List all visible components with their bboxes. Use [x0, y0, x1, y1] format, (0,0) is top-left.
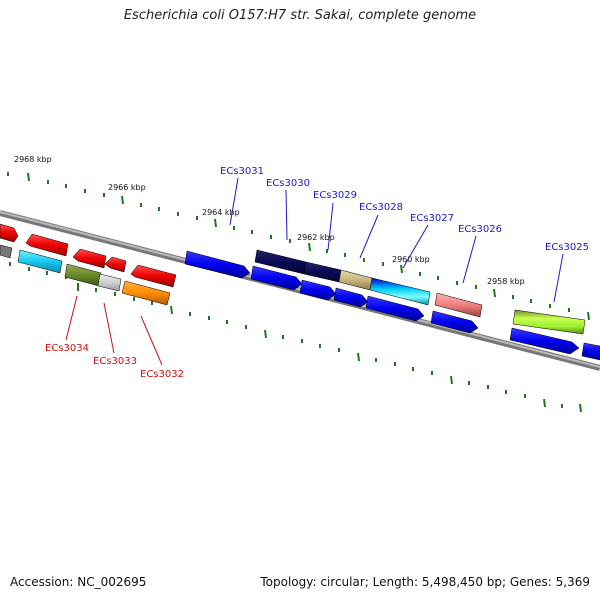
gene-feature[interactable]: [104, 256, 127, 273]
gene-label[interactable]: ECs3029: [313, 190, 357, 201]
gene-label[interactable]: ECs3028: [359, 202, 403, 213]
map-title: Escherichia coli O157:H7 str. Sakai, com…: [123, 8, 477, 23]
forward-strand-genes: [184, 249, 600, 361]
gene-label[interactable]: ECs3030: [266, 178, 310, 189]
kbp-label: 2958 kbp: [487, 277, 525, 286]
kbp-label: 2960 kbp: [392, 255, 430, 264]
gene-feature[interactable]: [0, 223, 19, 243]
reverse-strand-genes: [0, 223, 177, 306]
gene-feature[interactable]: [512, 309, 586, 335]
gene-feature[interactable]: [97, 273, 122, 292]
forward-label-leaders: [229, 177, 564, 303]
gene-feature[interactable]: [430, 310, 479, 334]
gene-feature[interactable]: [64, 263, 102, 287]
gene-feature[interactable]: [72, 248, 107, 269]
topology-summary: Topology: circular; Length: 5,498,450 bp…: [260, 575, 590, 589]
gene-feature[interactable]: [509, 327, 580, 355]
gene-labels: ECs3031 ECs3030 ECs3029 ECs3028 ECs3027 …: [45, 166, 589, 380]
outer-tick-ring: [7, 172, 590, 321]
gene-label[interactable]: ECs3025: [545, 242, 589, 253]
kbp-label: 2964 kbp: [202, 208, 240, 217]
gene-feature[interactable]: [299, 279, 337, 301]
kbp-label: 2966 kbp: [108, 183, 146, 192]
accession-text: Accession: NC_002695: [10, 575, 147, 589]
gene-feature[interactable]: [369, 277, 431, 306]
gene-feature[interactable]: [303, 261, 342, 283]
gene-feature[interactable]: [0, 244, 13, 259]
gene-label[interactable]: ECs3033: [93, 356, 137, 367]
gene-feature[interactable]: [121, 280, 171, 306]
kbp-label: 2962 kbp: [297, 233, 335, 242]
gene-feature[interactable]: [365, 295, 425, 322]
gene-feature[interactable]: [17, 249, 63, 274]
gene-feature[interactable]: [434, 292, 483, 318]
reverse-label-leaders: [65, 295, 163, 366]
gene-feature[interactable]: [130, 264, 177, 288]
gene-label[interactable]: ECs3031: [220, 166, 264, 177]
genome-backbone: [0, 210, 600, 371]
gene-feature[interactable]: [184, 250, 251, 279]
gene-label[interactable]: ECs3034: [45, 343, 89, 354]
gene-feature[interactable]: [333, 287, 369, 308]
kbp-labels: 2968 kbp 2966 kbp 2964 kbp 2962 kbp 2960…: [14, 155, 525, 286]
gene-feature[interactable]: [25, 233, 69, 257]
inner-tick-ring: [9, 262, 582, 413]
gene-label[interactable]: ECs3027: [410, 213, 454, 224]
gene-feature[interactable]: [581, 342, 600, 361]
gene-label[interactable]: ECs3026: [458, 224, 502, 235]
kbp-label: 2968 kbp: [14, 155, 52, 164]
gene-feature[interactable]: [338, 269, 373, 291]
gene-label[interactable]: ECs3032: [140, 369, 184, 380]
gene-feature[interactable]: [250, 265, 303, 291]
